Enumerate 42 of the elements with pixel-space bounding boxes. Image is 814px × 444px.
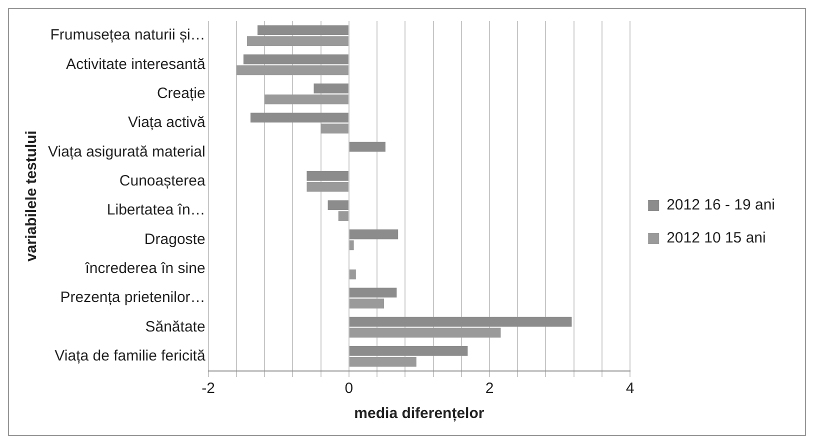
y-tick-label: Viața de familie fericită xyxy=(54,348,206,365)
bar xyxy=(349,288,397,298)
legend-label: 2012 16 - 19 ani xyxy=(666,196,775,214)
bar xyxy=(349,240,354,250)
y-tick-label: Viața asigurată material xyxy=(48,143,206,160)
legend-label: 2012 10 15 ani xyxy=(666,230,766,247)
bar xyxy=(264,94,348,104)
bar xyxy=(236,65,348,76)
y-tick-label: Libertatea în… xyxy=(106,202,206,219)
y-tick-label: încrederea în sine xyxy=(84,260,206,278)
bar xyxy=(349,316,572,327)
x-tick-label: 0 xyxy=(344,380,354,398)
y-axis-title: variabilele testului xyxy=(23,130,40,262)
bar xyxy=(328,200,348,210)
y-tick-label: Viața activă xyxy=(128,114,206,132)
y-tick-label: Dragoste xyxy=(144,230,206,248)
bar xyxy=(349,142,386,152)
bar xyxy=(314,84,348,94)
y-tick-label: Creație xyxy=(156,85,206,102)
bar xyxy=(349,229,398,240)
y-tick-label: Cunoașterea xyxy=(119,172,206,190)
y-tick-label: Frumusețea naturii și… xyxy=(50,26,206,44)
bar xyxy=(320,124,348,134)
bar xyxy=(306,171,348,181)
bar xyxy=(250,112,348,123)
bar xyxy=(349,356,416,367)
y-tick-label: Sănătate xyxy=(145,318,206,336)
x-tick-label: 4 xyxy=(626,380,634,398)
x-tick-label: 2 xyxy=(485,380,494,398)
bar xyxy=(349,328,501,338)
bar xyxy=(349,298,384,308)
bar xyxy=(243,54,348,64)
y-tick-label: Activitate interesantă xyxy=(66,56,206,73)
bar xyxy=(258,25,348,36)
x-axis-title: media diferențelor xyxy=(354,405,484,422)
x-tick-label: -2 xyxy=(202,380,215,398)
bar xyxy=(306,182,348,192)
bar xyxy=(349,346,468,356)
bar xyxy=(349,269,356,280)
bar xyxy=(246,36,348,46)
bar xyxy=(338,211,348,221)
y-tick-label: Prezența prietenilor… xyxy=(60,289,206,306)
